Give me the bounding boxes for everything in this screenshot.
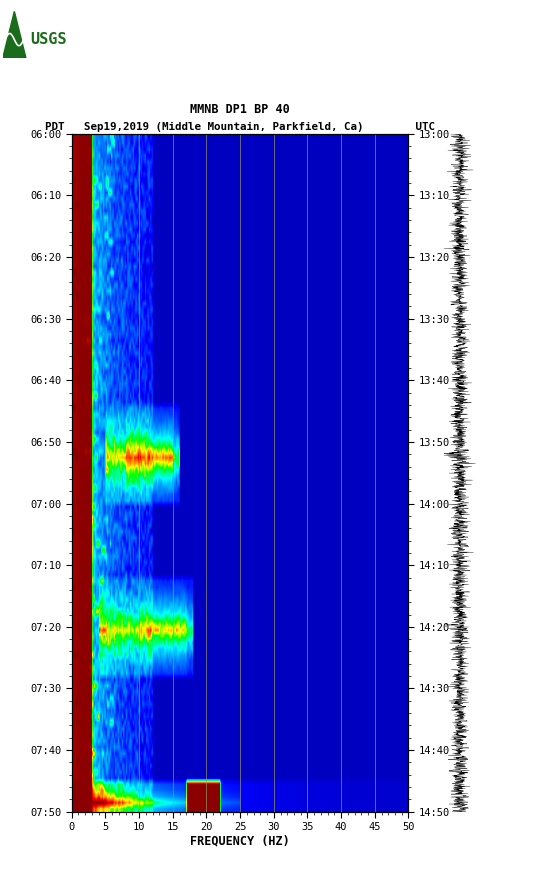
Text: MMNB DP1 BP 40: MMNB DP1 BP 40	[190, 103, 290, 116]
Text: PDT   Sep19,2019 (Middle Mountain, Parkfield, Ca)        UTC: PDT Sep19,2019 (Middle Mountain, Parkfie…	[45, 122, 435, 132]
Text: USGS: USGS	[30, 32, 66, 47]
X-axis label: FREQUENCY (HZ): FREQUENCY (HZ)	[190, 835, 290, 848]
Polygon shape	[3, 12, 26, 58]
